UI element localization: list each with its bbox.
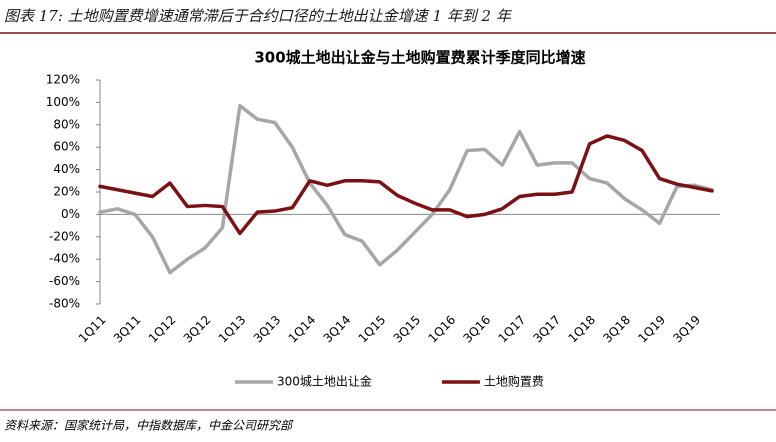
line-series (98, 104, 714, 275)
x-tick-label: 3Q13 (251, 313, 284, 346)
x-tick-label: 1Q12 (146, 313, 179, 346)
y-tick-label: -80% (49, 297, 80, 311)
x-tick-label: 1Q16 (426, 313, 459, 346)
chart-title: 300城土地出让金与土地购置费累计季度同比增速 (254, 49, 585, 67)
x-tick-label: 1Q14 (286, 313, 319, 346)
legend-label: 土地购置费 (484, 374, 544, 389)
x-tick-label: 1Q15 (356, 313, 389, 346)
y-tick-label: 100% (46, 95, 80, 109)
x-tick-label: 1Q19 (635, 313, 668, 346)
y-tick-label: 120% (46, 73, 80, 87)
x-tick-label: 3Q18 (600, 313, 633, 346)
y-tick-label: -40% (49, 252, 80, 266)
x-tick-label: 1Q11 (76, 313, 109, 346)
x-tick-label: 3Q14 (321, 313, 354, 346)
x-tick-label: 1Q17 (495, 313, 528, 346)
x-tick-label: 1Q13 (216, 313, 249, 346)
x-tick-label: 3Q15 (391, 313, 424, 346)
y-tick-label: 60% (53, 140, 80, 154)
header-title: 图表 17: 土地购置费增速通常滞后于合约口径的土地出让金增速 1 年到 2 年 (4, 7, 513, 25)
line-series (98, 134, 714, 236)
x-tick-label: 3Q11 (111, 313, 144, 346)
y-tick-label: 0% (61, 207, 80, 221)
y-tick-label: -20% (49, 229, 80, 243)
y-tick-label: -60% (49, 274, 80, 288)
x-tick-label: 3Q19 (670, 313, 703, 346)
x-tick-label: 3Q17 (530, 313, 563, 346)
x-tick-label: 1Q18 (565, 313, 598, 346)
y-tick-label: 20% (53, 185, 80, 199)
x-tick-label: 3Q12 (181, 313, 214, 346)
x-tick-label: 3Q16 (461, 313, 494, 346)
y-tick-label: 40% (53, 162, 80, 176)
source: 资料来源：国家统计局，中指数据库，中金公司研究部 (4, 419, 294, 433)
y-tick-label: 80% (53, 117, 80, 131)
legend-label: 300城土地出让金 (277, 374, 372, 389)
